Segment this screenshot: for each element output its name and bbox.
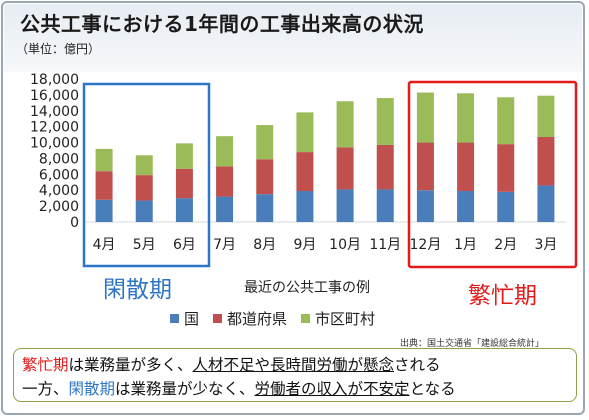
legend-swatch-prefecture	[213, 314, 223, 323]
note-box	[13, 348, 577, 402]
bar-segment-prefecture	[416, 142, 434, 191]
bar-segment-national	[537, 185, 555, 222]
legend-label-national: 国	[184, 310, 200, 328]
bar-segment-national	[336, 189, 354, 222]
unit-label: （単位：億円）	[16, 42, 101, 56]
bar-segment-municipality	[537, 95, 555, 137]
y-tick-label: 6,000	[39, 167, 79, 183]
note-underlined-text: 労働者の収入が不安定	[254, 380, 410, 398]
bar-segment-national	[376, 189, 394, 222]
x-tick-label: 9月	[293, 237, 316, 253]
bar-segment-national	[175, 198, 193, 222]
x-tick-label: 7月	[213, 237, 236, 253]
x-tick-label: 5月	[133, 237, 156, 253]
x-tick-label: 2月	[494, 237, 517, 253]
x-tick-label: 8月	[253, 237, 276, 253]
bar-segment-prefecture	[256, 159, 274, 195]
bar-segment-national	[256, 194, 274, 222]
note-text: は業務量が多く、	[68, 356, 193, 374]
note-text: される	[394, 356, 441, 374]
bar-segment-national	[296, 191, 314, 222]
bar-segment-municipality	[376, 98, 394, 145]
x-tick-label: 3月	[534, 237, 557, 253]
bar-segment-national	[416, 190, 434, 222]
note-text: となる	[409, 380, 456, 398]
legend-item-municipality: 市区町村	[301, 308, 375, 329]
bar-segment-national	[457, 191, 475, 222]
bar-segment-prefecture	[336, 147, 354, 190]
bar-segment-prefecture	[95, 171, 113, 200]
y-tick-label: 0	[70, 215, 79, 231]
bar-segment-municipality	[497, 97, 515, 145]
legend: 国 都道府県 市区町村	[170, 308, 375, 329]
bar-segment-national	[135, 200, 153, 222]
off-season-highlight-box	[82, 82, 211, 268]
legend-label-prefecture: 都道府県	[227, 310, 288, 328]
x-axis-caption: 最近の公共工事の例	[244, 280, 370, 296]
x-tick-label: 6月	[173, 237, 196, 253]
legend-swatch-municipality	[301, 314, 311, 323]
y-tick-label: 4,000	[39, 183, 79, 199]
legend-item-prefecture: 都道府県	[213, 308, 287, 329]
bar-segment-municipality	[296, 112, 314, 153]
bar-segment-prefecture	[457, 142, 475, 192]
peak-season-label: 繁忙期	[468, 283, 537, 309]
bar-segment-municipality	[256, 125, 274, 160]
note-peak-word: 繁忙期	[22, 356, 69, 374]
y-tick-label: 18,000	[30, 72, 79, 88]
bar-segment-municipality	[175, 143, 193, 169]
x-tick-label: 12月	[410, 237, 442, 253]
y-tick-label: 10,000	[30, 136, 79, 152]
y-tick-label: 2,000	[39, 199, 79, 215]
note-text: は業務量が少なく、	[115, 380, 255, 398]
bar-segment-prefecture	[497, 144, 515, 192]
legend-item-national: 国	[170, 308, 199, 329]
bar-segment-municipality	[457, 93, 475, 143]
note-offpeak-word: 閑散期	[68, 380, 116, 398]
chart-title: 公共工事における1年間の工事出来高の状況	[20, 12, 424, 36]
note-underlined-text: 人材不足や長時間労働が懸念	[192, 356, 395, 374]
y-tick-label: 16,000	[30, 88, 79, 104]
bar-segment-prefecture	[376, 144, 394, 190]
legend-swatch-national	[170, 314, 179, 323]
bar-segment-prefecture	[216, 166, 234, 197]
source-note: 出典：国土交通省「建設総合統計」	[400, 339, 545, 349]
bar-segment-national	[497, 191, 515, 222]
off-season-label: 閑散期	[103, 277, 172, 303]
bar-segment-prefecture	[537, 136, 555, 186]
x-tick-label: 1月	[454, 237, 477, 253]
bar-segment-municipality	[216, 136, 234, 167]
bar-segment-prefecture	[296, 152, 314, 192]
bar-segment-municipality	[95, 148, 113, 172]
note-line-2: 一方、閑散期は業務量が少なく、労働者の収入が不安定となる	[22, 377, 456, 399]
peak-season-highlight-box	[407, 80, 578, 269]
x-tick-label: 10月	[329, 237, 361, 253]
bar-segment-prefecture	[135, 175, 153, 201]
note-text: 一方、	[22, 380, 69, 398]
bar-segment-national	[216, 196, 234, 222]
x-tick-label: 4月	[93, 237, 116, 253]
y-tick-label: 12,000	[30, 120, 79, 136]
bar-segment-national	[95, 199, 113, 222]
legend-label-municipality: 市区町村	[315, 310, 376, 328]
title-bar	[4, 4, 582, 72]
y-tick-label: 14,000	[30, 104, 79, 120]
bar-segment-municipality	[336, 101, 354, 148]
y-tick-label: 8,000	[39, 151, 79, 167]
x-tick-label: 11月	[369, 237, 401, 253]
bar-segment-municipality	[416, 92, 434, 143]
bar-segment-municipality	[135, 155, 153, 176]
bar-segment-prefecture	[175, 168, 193, 199]
note-line-1: 繁忙期は業務量が多く、人材不足や長時間労働が懸念される	[22, 353, 441, 375]
